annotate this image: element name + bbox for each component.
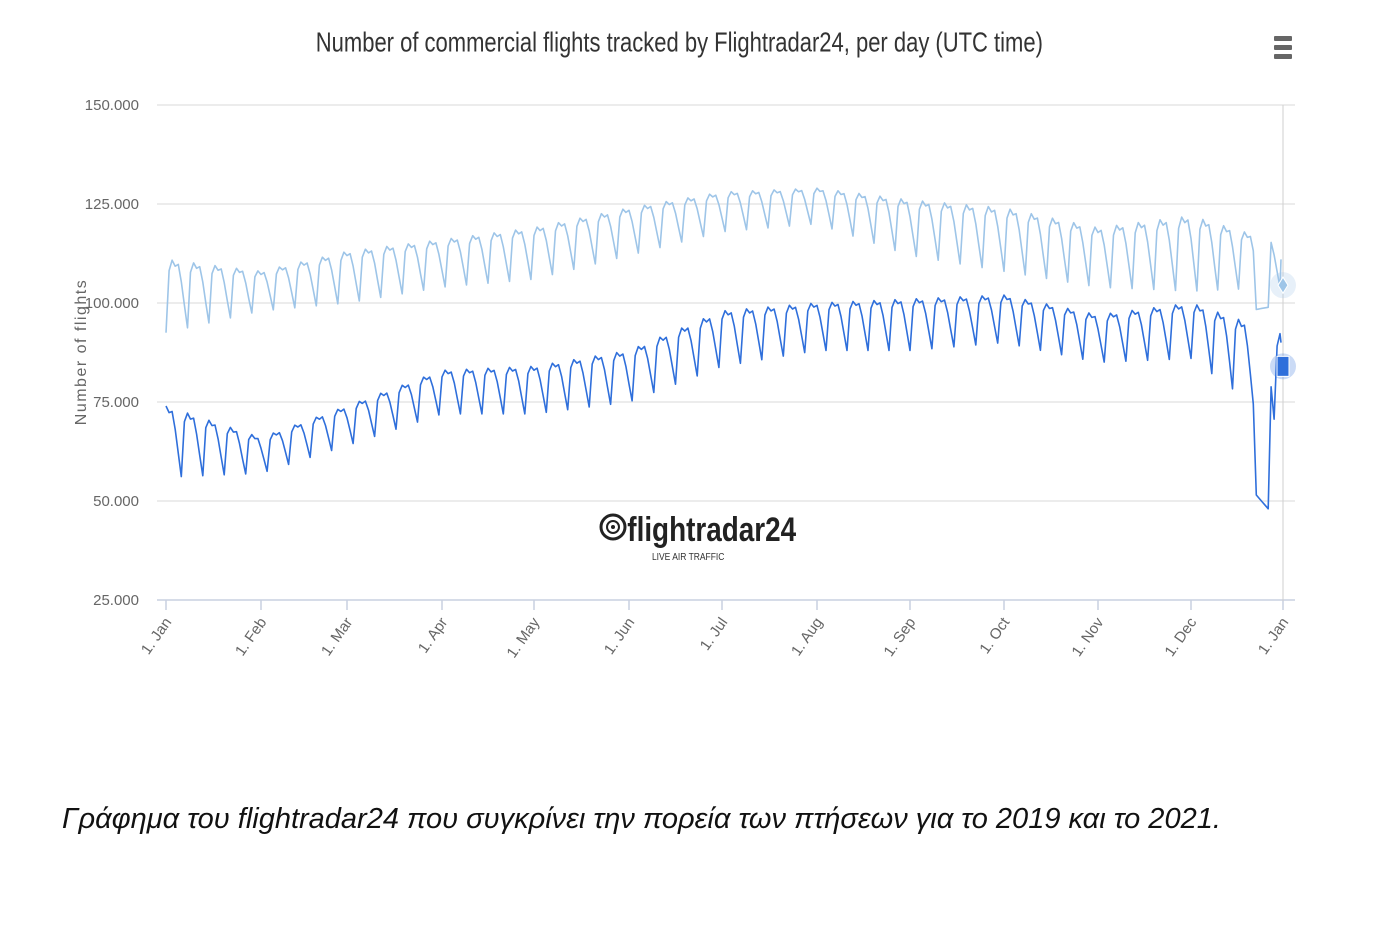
x-tick-label: 1. Jan	[1255, 615, 1292, 658]
end-marker-diamond	[1277, 276, 1289, 295]
x-tick-label: 1. Sep	[880, 615, 919, 660]
hamburger-menu-icon[interactable]	[1268, 30, 1298, 66]
x-tick-label: 1. Mar	[318, 615, 356, 660]
svg-text:flightradar24: flightradar24	[627, 510, 796, 548]
y-axis-tick-labels: 150.000 125.000 100.000 75.000 50.000 25.000	[85, 97, 139, 609]
y-tick-label: 25.000	[93, 592, 139, 609]
figure-caption: Γράφημα του flightradar24 που συγκρίνει …	[62, 803, 1221, 835]
x-tick-label: 1. Jul	[697, 615, 731, 654]
line-chart: Number of commercial flights tracked by …	[73, 27, 1296, 661]
x-tick-label: 1. Apr	[415, 615, 451, 657]
svg-text:LIVE AIR TRAFFIC: LIVE AIR TRAFFIC	[652, 551, 725, 562]
y-tick-label: 50.000	[93, 493, 139, 510]
x-tick-label: 1. Feb	[232, 615, 270, 660]
series-line-2	[165, 294, 1282, 510]
y-axis-label: Number of flights	[73, 279, 90, 425]
y-tick-label: 125.000	[85, 196, 139, 213]
y-tick-label: 150.000	[85, 97, 139, 114]
x-axis-tick-labels: 1. Jan 1. Feb 1. Mar 1. Apr 1. May 1. Jun 1. J…	[138, 600, 1292, 661]
chart-title: Number of commercial flights tracked by …	[316, 27, 1043, 58]
chart-container: Number of commercial flights tracked by …	[73, 27, 1298, 661]
y-tick-label: 75.000	[93, 394, 139, 411]
x-tick-label: 1. Aug	[788, 615, 826, 660]
end-markers	[1270, 272, 1296, 380]
series-line-1	[165, 187, 1282, 333]
x-tick-label: 1. Nov	[1068, 614, 1107, 660]
x-tick-label: 1. Oct	[976, 614, 1013, 657]
end-marker-square	[1276, 355, 1290, 377]
x-tick-label: 1. May	[504, 614, 544, 661]
series-lines	[165, 187, 1282, 510]
x-tick-label: 1. Jan	[138, 615, 175, 658]
x-tick-label: 1. Jun	[601, 615, 638, 658]
x-tick-label: 1. Dec	[1161, 614, 1200, 660]
flightradar24-logo: flightradar24 LIVE AIR TRAFFIC	[599, 510, 797, 562]
y-tick-label: 100.000	[85, 295, 139, 312]
